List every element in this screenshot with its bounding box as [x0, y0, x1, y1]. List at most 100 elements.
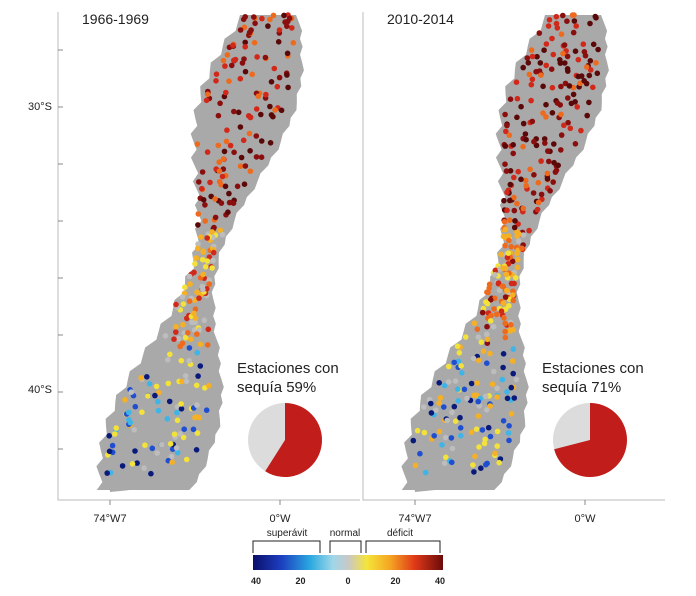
station	[201, 317, 208, 324]
station	[485, 424, 492, 431]
station	[529, 53, 536, 60]
station	[196, 295, 202, 302]
station	[482, 436, 488, 443]
station	[515, 168, 521, 175]
station	[520, 64, 526, 71]
station	[501, 218, 508, 225]
station	[141, 465, 147, 471]
station	[580, 41, 587, 47]
station	[167, 351, 173, 358]
station	[593, 60, 599, 66]
station	[471, 469, 477, 475]
station	[242, 39, 248, 46]
station	[104, 470, 110, 476]
station	[278, 107, 285, 114]
map-panel: 1966-1969 74°W7 0°W Estaciones con sequía 59…	[57, 11, 360, 525]
station	[242, 163, 249, 169]
station	[155, 398, 161, 405]
station	[146, 381, 153, 387]
station	[508, 411, 515, 417]
station	[459, 370, 465, 376]
station	[458, 363, 464, 369]
station	[112, 431, 118, 437]
station	[428, 410, 435, 416]
station	[247, 148, 253, 154]
station	[194, 430, 201, 436]
station	[194, 349, 200, 356]
station	[572, 48, 579, 54]
station	[246, 29, 253, 36]
station	[441, 404, 447, 410]
station	[500, 364, 506, 371]
station	[558, 111, 564, 118]
colorbar: superávit normal déficit 40 20 0 20 40	[251, 528, 445, 586]
station	[452, 378, 459, 384]
station	[504, 189, 510, 196]
station	[487, 318, 494, 324]
station	[529, 118, 536, 125]
station	[458, 432, 464, 439]
station	[253, 133, 260, 139]
station	[199, 169, 206, 175]
station	[570, 29, 577, 36]
station	[210, 249, 217, 256]
station	[586, 72, 593, 79]
station	[473, 426, 480, 433]
station	[506, 132, 513, 138]
station	[132, 403, 139, 410]
station	[479, 309, 486, 316]
station	[187, 281, 193, 287]
island	[105, 445, 130, 492]
station	[179, 294, 186, 300]
station	[478, 465, 484, 472]
station	[519, 245, 525, 252]
station	[483, 461, 489, 468]
station	[451, 403, 458, 410]
station	[240, 16, 247, 23]
station	[492, 272, 498, 278]
station	[461, 386, 468, 393]
station	[501, 315, 507, 321]
station	[508, 384, 515, 391]
station	[421, 404, 427, 410]
station	[246, 130, 253, 137]
station	[571, 18, 578, 24]
station	[535, 179, 542, 186]
station	[186, 273, 193, 280]
station	[258, 138, 265, 144]
station	[578, 127, 584, 134]
station	[584, 64, 590, 70]
station	[162, 333, 169, 339]
station	[470, 355, 477, 362]
station	[210, 257, 216, 264]
station	[204, 258, 211, 264]
station	[490, 323, 497, 330]
station	[267, 140, 274, 146]
station	[573, 23, 579, 29]
station	[501, 197, 507, 204]
station	[275, 39, 282, 45]
station	[202, 264, 209, 270]
station	[410, 437, 417, 444]
station	[480, 348, 487, 355]
station	[507, 217, 513, 223]
station	[455, 386, 461, 393]
station	[249, 71, 255, 78]
station	[222, 63, 228, 69]
station	[449, 445, 456, 452]
station	[168, 453, 175, 460]
station	[276, 74, 283, 81]
station	[206, 281, 212, 287]
station	[414, 427, 421, 434]
station	[476, 444, 482, 450]
station	[456, 350, 463, 356]
station	[557, 57, 563, 63]
station	[526, 71, 533, 78]
station	[179, 340, 186, 347]
pie-slice	[265, 403, 322, 478]
station	[486, 285, 493, 291]
colorbar-gradient	[253, 555, 443, 570]
station	[289, 25, 295, 31]
station	[511, 194, 517, 201]
